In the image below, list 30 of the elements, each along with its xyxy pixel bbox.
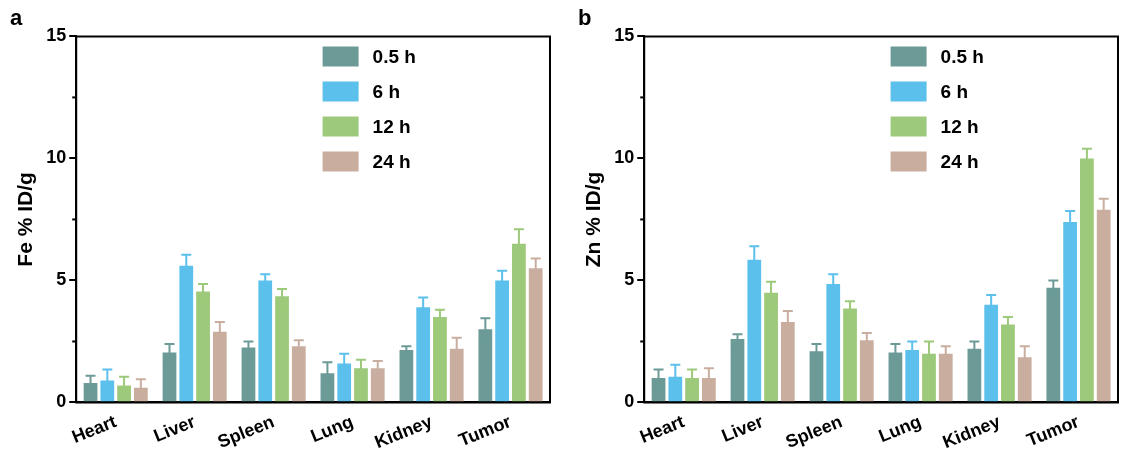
x-tick-label: Liver xyxy=(150,411,199,446)
chart-title: b xyxy=(578,5,592,31)
y-tick-label: 5 xyxy=(56,269,67,290)
y-axis-title: Zn % ID/g xyxy=(581,171,605,268)
legend-label: 12 h xyxy=(372,115,411,137)
x-tick-label: Lung xyxy=(875,411,924,447)
legend-label: 6 h xyxy=(940,80,969,102)
legend-label: 6 h xyxy=(372,80,401,102)
x-tick-label: Spleen xyxy=(782,411,845,452)
x-tick-label: Spleen xyxy=(214,411,277,452)
y-tick-label: 0 xyxy=(624,391,635,412)
legend-label: 12 h xyxy=(940,115,979,137)
x-tick-label: Liver xyxy=(718,411,767,446)
x-tick-label: Heart xyxy=(636,411,688,448)
x-tick-label: Heart xyxy=(68,411,120,448)
x-tick-label: Tumor xyxy=(1023,411,1082,451)
x-tick-label: Tumor xyxy=(455,411,514,451)
y-tick-label: 10 xyxy=(46,147,67,168)
y-axis-title: Fe % ID/g xyxy=(13,172,37,267)
y-tick-label: 15 xyxy=(614,25,635,46)
y-tick-label: 15 xyxy=(46,25,67,46)
legend-label: 0.5 h xyxy=(372,45,416,67)
y-tick-label: 0 xyxy=(56,391,67,412)
legend-label: 24 h xyxy=(372,150,411,172)
legend-label: 0.5 h xyxy=(940,45,984,67)
x-tick-label: Lung xyxy=(307,411,356,447)
y-tick-label: 10 xyxy=(614,147,635,168)
y-tick-label: 5 xyxy=(624,269,635,290)
legend-label: 24 h xyxy=(940,150,979,172)
chart-title: a xyxy=(10,5,23,31)
